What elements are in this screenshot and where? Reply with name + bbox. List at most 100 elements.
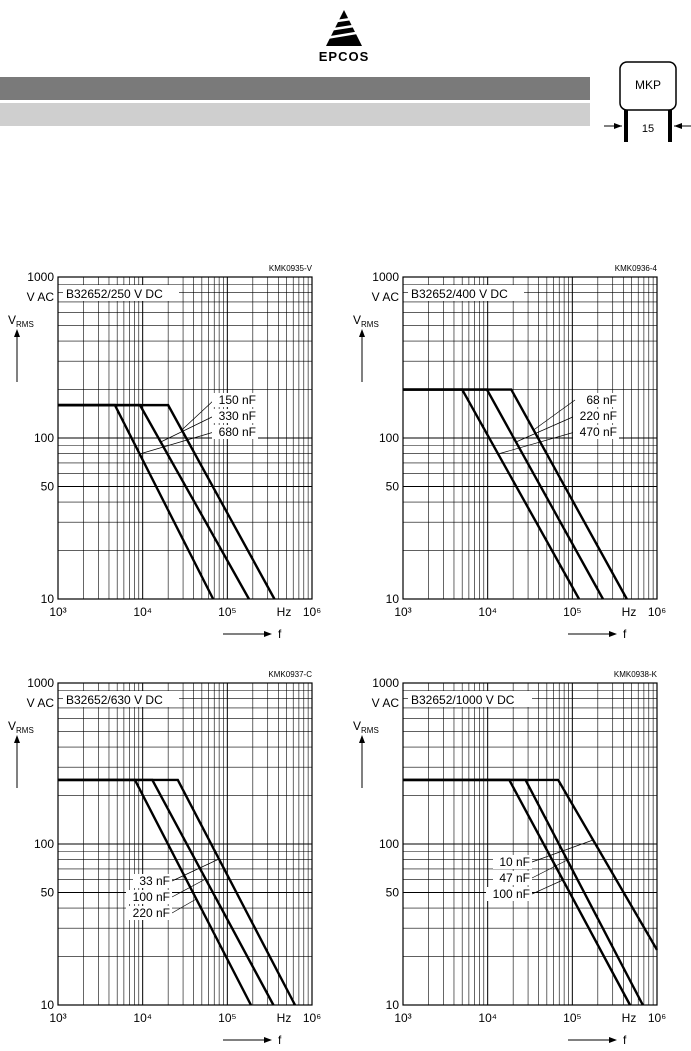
leader-line <box>139 431 215 455</box>
y-axis-label-main: V <box>8 313 16 327</box>
series-label: 220 nF <box>133 906 170 920</box>
x-tick-label: 10⁵ <box>563 605 581 619</box>
x-tick-label: 10³ <box>49 605 66 619</box>
chart-subtitle: B32652/630 V DC <box>66 693 163 707</box>
y-tick-label: 50 <box>386 479 400 493</box>
leader-line <box>171 898 197 914</box>
leader-line <box>171 858 220 882</box>
chart-subtitle: B32652/250 V DC <box>66 287 163 301</box>
logo: EPCOS <box>319 10 370 64</box>
y-arrowhead <box>14 735 20 743</box>
series-label: 33 nF <box>139 874 170 888</box>
series-line <box>58 778 253 1006</box>
x-tick-label: 10³ <box>394 1011 411 1025</box>
plot-border <box>402 276 658 600</box>
x-tick-label: 10⁵ <box>563 1011 581 1025</box>
series-line <box>403 778 632 1006</box>
y-unit: V AC <box>27 290 55 304</box>
x-tick-label: 10⁶ <box>648 605 666 619</box>
x-unit: Hz <box>277 1011 292 1025</box>
package-leg <box>624 110 628 142</box>
x-tick-label: 10⁶ <box>303 605 321 619</box>
chart-id: KMK0935-V <box>269 264 313 273</box>
logo-text: EPCOS <box>319 49 370 64</box>
subtitle-bg <box>408 691 532 707</box>
y-unit: V AC <box>372 290 400 304</box>
label-bg <box>573 409 619 423</box>
header-bar-light <box>0 103 590 126</box>
series-label: 470 nF <box>580 425 617 439</box>
leader-line <box>160 415 215 443</box>
leader-line <box>171 878 206 898</box>
package-icon: MKP 15 <box>604 61 691 142</box>
header-bar <box>0 77 590 100</box>
series-label: 68 nF <box>586 393 617 407</box>
y-axis-label-sub: RMS <box>16 320 34 329</box>
leader-line <box>533 399 576 431</box>
y-axis-label-sub: RMS <box>361 320 379 329</box>
series-label: 100 nF <box>133 890 170 904</box>
subtitle-bg <box>63 285 179 301</box>
series-line <box>58 403 215 600</box>
leader-line <box>531 859 568 879</box>
series-line <box>403 388 605 600</box>
y-tick-label: 10 <box>41 592 55 606</box>
leader-line <box>515 415 576 443</box>
y-tick-label: 50 <box>41 885 55 899</box>
y-tick-label: 10 <box>41 998 55 1012</box>
y-arrowhead <box>359 329 365 337</box>
x-tick-label: 10⁵ <box>218 1011 236 1025</box>
series-line <box>403 388 581 600</box>
y-tick-label: 50 <box>386 885 400 899</box>
y-tick-label: 100 <box>34 431 54 445</box>
series-label: 680 nF <box>219 425 256 439</box>
y-axis-label-sub: RMS <box>361 726 379 735</box>
chart: 10³ 10⁴ 10⁵ 10⁶ 10 50 100 1000 V AC VRMS Hz f KMK093… <box>353 670 666 1047</box>
y-tick-label: 100 <box>34 837 54 851</box>
label-bg <box>212 409 258 423</box>
leader-line <box>498 431 576 455</box>
chart: 10³ 10⁴ 10⁵ 10⁶ 10 50 100 1000 V AC VRMS Hz f KMK093… <box>353 264 666 641</box>
y-tick-label: 10 <box>386 998 400 1012</box>
y-axis-label-main: V <box>353 313 361 327</box>
x-unit: Hz <box>277 605 292 619</box>
x-axis-label: f <box>278 1033 282 1046</box>
series-label: 10 nF <box>499 855 530 869</box>
y-arrowhead <box>14 329 20 337</box>
chart-id: KMK0938-K <box>614 670 658 679</box>
chart-id: KMK0936-4 <box>615 264 658 273</box>
label-bg <box>212 393 258 407</box>
x-tick-label: 10⁶ <box>648 1011 666 1025</box>
y-tick-label: 1000 <box>27 270 54 284</box>
package-body <box>619 61 677 111</box>
y-tick-label: 1000 <box>372 676 399 690</box>
x-arrowhead <box>264 631 272 637</box>
y-unit: V AC <box>372 696 400 710</box>
series-label: 220 nF <box>580 409 617 423</box>
series-label: 150 nF <box>219 393 256 407</box>
package-label: MKP <box>635 78 661 92</box>
y-unit: V AC <box>27 696 55 710</box>
x-tick-label: 10³ <box>394 605 411 619</box>
package-leg <box>668 110 672 142</box>
leader-line <box>181 399 215 431</box>
plot-border <box>402 682 658 1006</box>
x-axis-label: f <box>278 627 282 641</box>
x-unit: Hz <box>622 1011 637 1025</box>
x-arrowhead <box>609 631 617 637</box>
y-tick-label: 1000 <box>372 270 399 284</box>
label-bg <box>126 906 172 920</box>
y-axis-label: VRMS <box>8 719 34 735</box>
y-tick-label: 100 <box>379 837 399 851</box>
x-tick-label: 10⁶ <box>303 1011 321 1025</box>
x-tick-label: 10⁵ <box>218 605 236 619</box>
plot-border <box>57 682 313 1006</box>
label-bg <box>126 890 172 904</box>
y-arrowhead <box>359 735 365 743</box>
x-tick-label: 10⁴ <box>133 605 152 619</box>
chart-subtitle: B32652/400 V DC <box>411 287 508 301</box>
y-tick-label: 50 <box>41 479 55 493</box>
series-label: 47 nF <box>499 871 530 885</box>
chart-subtitle: B32652/1000 V DC <box>411 693 515 707</box>
